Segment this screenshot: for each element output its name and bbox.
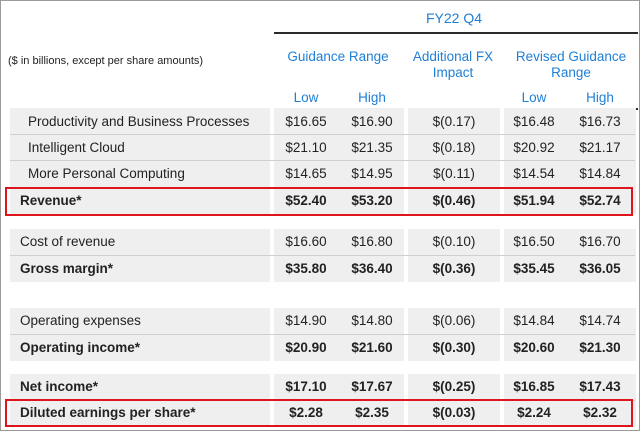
guidance-low: $52.40 [285, 193, 327, 208]
revised-low: $16.85 [513, 379, 555, 394]
fx-impact: $(0.18) [432, 140, 476, 155]
revised-high: $21.30 [579, 340, 621, 355]
guidance-low: $2.28 [289, 405, 323, 420]
fx-impact: $(0.46) [432, 193, 476, 208]
sub-low-revised: Low [521, 90, 547, 105]
guidance-high: $2.35 [355, 405, 389, 420]
col-guidance-range: Guidance Range [287, 49, 389, 64]
fx-impact: $(0.30) [432, 340, 476, 355]
guidance-low: $16.65 [285, 114, 327, 129]
guidance-low: $20.90 [285, 340, 327, 355]
guidance-high: $14.80 [351, 313, 393, 328]
block-revenue [10, 108, 636, 214]
table-row-revenue: Revenue* $52.40 $53.20 $(0.46) $51.94 $5… [0, 188, 640, 214]
sub-high-guidance: High [358, 90, 386, 105]
revised-low: $20.60 [513, 340, 555, 355]
row-label: Productivity and Business Processes [28, 114, 250, 129]
period-title: FY22 Q4 [425, 10, 483, 26]
revised-high: $52.74 [579, 193, 621, 208]
row-separator [10, 255, 635, 256]
table-row-eps: Diluted earnings per share* $2.28 $2.35 … [0, 400, 640, 426]
guidance-high: $36.40 [351, 261, 393, 276]
table-row: Gross margin* $35.80 $36.40 $(0.36) $35.… [0, 256, 640, 282]
row-separator [10, 334, 635, 335]
revised-high: $16.70 [579, 234, 621, 249]
revised-low: $20.92 [513, 140, 555, 155]
revised-high: $17.43 [579, 379, 621, 394]
revised-high: $14.84 [579, 166, 621, 181]
guidance-high: $21.35 [351, 140, 393, 155]
eps-highlight-box [5, 399, 633, 427]
guidance-low: $17.10 [285, 379, 327, 394]
units-note: ($ in billions, except per share amounts… [8, 55, 204, 67]
guidance-high: $21.60 [351, 340, 393, 355]
guidance-high: $14.95 [351, 166, 393, 181]
revised-low: $16.50 [513, 234, 555, 249]
col-revised-guidance: Revised Guidance Range [515, 49, 627, 80]
revised-low: $2.24 [517, 405, 551, 420]
sub-low-guidance: Low [293, 90, 319, 105]
row-separator [10, 134, 635, 135]
col-fx-impact: Additional FX Impact [412, 49, 494, 80]
row-label: More Personal Computing [28, 166, 185, 181]
row-separator [10, 160, 635, 161]
guidance-low: $14.65 [285, 166, 327, 181]
revised-low: $14.84 [513, 313, 555, 328]
revised-high: $36.05 [579, 261, 621, 276]
revised-high: $14.74 [579, 313, 621, 328]
fx-impact: $(0.36) [432, 261, 476, 276]
row-label: Revenue* [20, 193, 82, 208]
fx-impact: $(0.06) [432, 313, 476, 328]
guidance-low: $16.60 [285, 234, 327, 249]
row-label: Gross margin* [20, 261, 114, 276]
fx-impact: $(0.10) [432, 234, 476, 249]
guidance-low: $14.90 [285, 313, 327, 328]
guidance-high: $16.90 [351, 114, 393, 129]
revenue-highlight-box [5, 187, 633, 216]
revised-low: $35.45 [513, 261, 555, 276]
table-row: Productivity and Business Processes $16.… [0, 109, 640, 135]
fx-impact: $(0.25) [432, 379, 476, 394]
table-row: More Personal Computing $14.65 $14.95 $(… [0, 161, 640, 187]
revised-low: $14.54 [513, 166, 555, 181]
table-row: Intelligent Cloud $21.10 $21.35 $(0.18) … [0, 135, 640, 161]
table-row: Operating income* $20.90 $21.60 $(0.30) … [0, 335, 640, 361]
table-row: Cost of revenue $16.60 $16.80 $(0.10) $1… [0, 229, 640, 255]
fx-impact: $(0.11) [433, 166, 475, 181]
table-row: Operating expenses $14.90 $14.80 $(0.06)… [0, 308, 640, 334]
row-label: Diluted earnings per share* [20, 405, 196, 420]
revised-high: $2.32 [583, 405, 617, 420]
fx-impact: $(0.17) [432, 114, 476, 129]
row-label: Operating income* [20, 340, 141, 355]
guidance-high: $53.20 [351, 193, 393, 208]
row-label: Cost of revenue [20, 234, 116, 249]
revised-high: $21.17 [579, 140, 621, 155]
col-gap-3 [500, 108, 504, 428]
revised-low: $16.48 [513, 114, 555, 129]
guidance-low: $21.10 [285, 140, 327, 155]
guidance-high: $17.67 [351, 379, 393, 394]
sub-high-revised: High [586, 90, 614, 105]
col-gap-2 [404, 108, 408, 428]
table-row: Net income* $17.10 $17.67 $(0.25) $16.85… [0, 374, 640, 400]
revised-low: $51.94 [513, 193, 555, 208]
guidance-high: $16.80 [351, 234, 393, 249]
row-label: Operating expenses [20, 313, 141, 328]
header-rule [274, 32, 638, 34]
revised-high: $16.73 [579, 114, 621, 129]
fx-impact: $(0.03) [432, 405, 476, 420]
row-label: Net income* [20, 379, 99, 394]
guidance-low: $35.80 [285, 261, 327, 276]
col-gap-1 [270, 108, 274, 428]
row-label: Intelligent Cloud [28, 140, 125, 155]
